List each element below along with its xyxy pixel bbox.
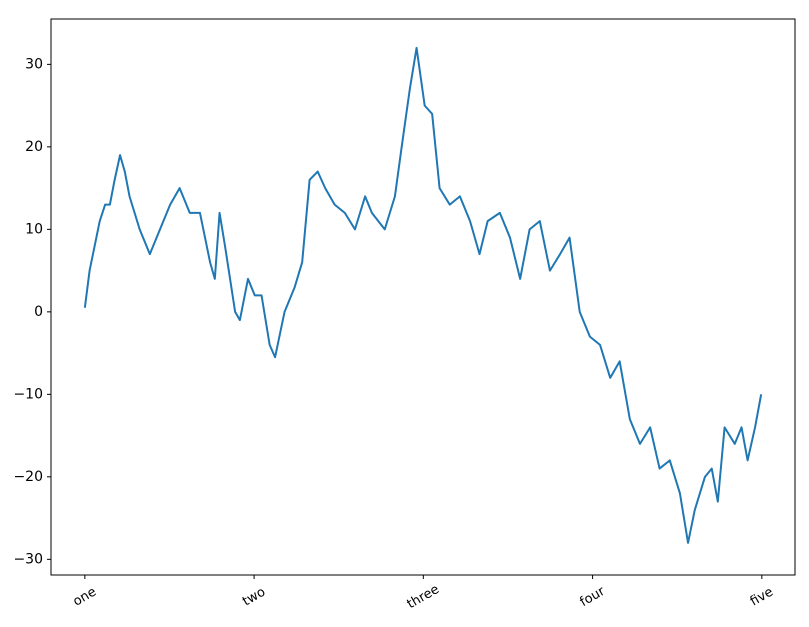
- y-tick-label: 0: [34, 304, 43, 320]
- data-line: [83, 46, 763, 544]
- y-tick-label: −30: [13, 551, 43, 567]
- y-tick-label: 30: [25, 56, 43, 72]
- y-tick-label: −20: [13, 469, 43, 485]
- x-tick-label: three: [405, 582, 442, 612]
- y-tick-label: −10: [13, 386, 43, 402]
- y-tick-label: 10: [25, 221, 43, 237]
- x-tick-label: four: [578, 584, 609, 610]
- axes-frame: [50, 18, 796, 576]
- x-tick-label: one: [71, 584, 99, 609]
- x-tick-label: five: [748, 585, 776, 610]
- x-tick-label: two: [240, 585, 268, 610]
- y-tick-label: 20: [25, 139, 43, 155]
